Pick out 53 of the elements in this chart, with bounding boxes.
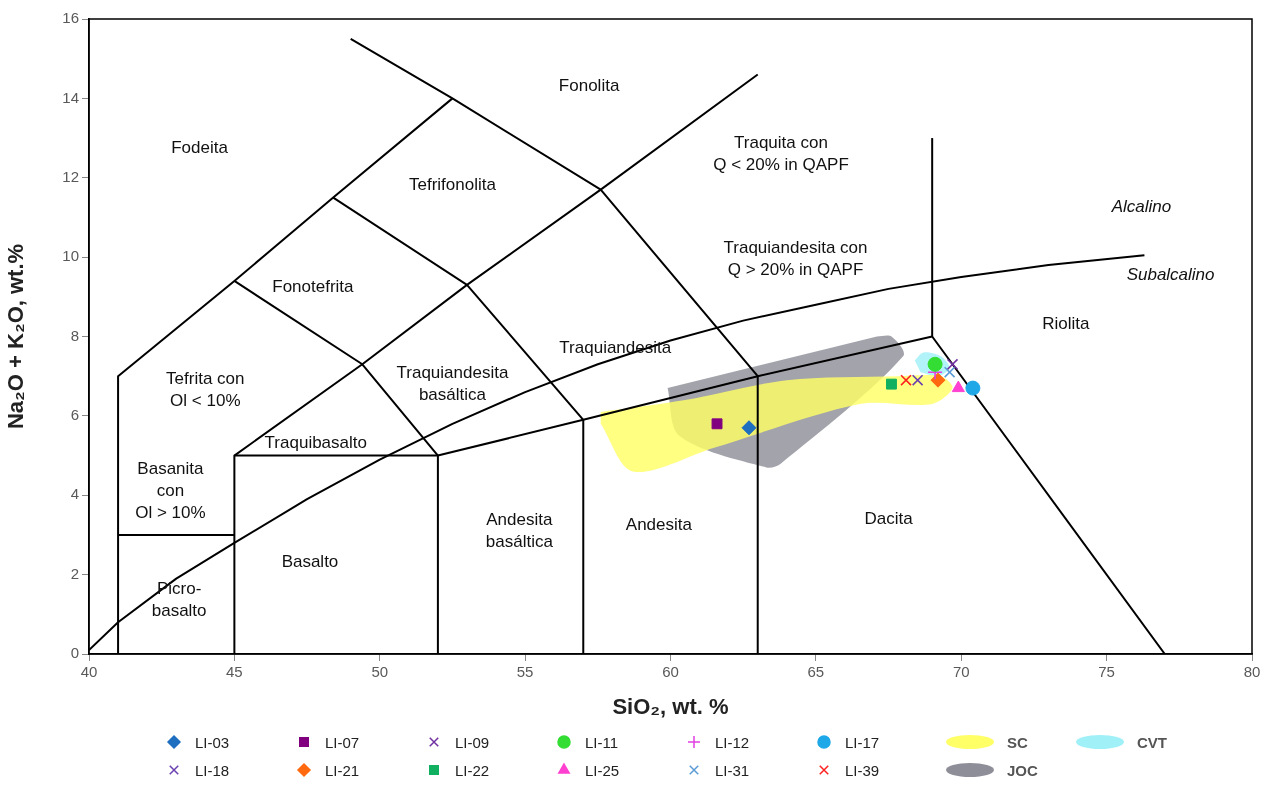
- annotation: Basanita con Ol > 10%: [135, 458, 206, 522]
- x-tick-label: 55: [516, 663, 534, 681]
- annotation: Andesita basáltica: [485, 509, 554, 551]
- annotation: Andesita: [625, 514, 693, 534]
- annotation: Picro- basalto: [151, 579, 207, 621]
- x-tick-label: 40: [80, 663, 98, 681]
- annotation: Subalcalino: [1126, 264, 1215, 284]
- y-tick-label: 4: [70, 485, 79, 503]
- y-tick-label: 14: [62, 88, 79, 106]
- legend-label: LI-12: [715, 733, 750, 751]
- legend-label: SC: [1007, 733, 1028, 751]
- x-tick-label: 60: [662, 663, 679, 681]
- annotation: Traquiandesita basáltica: [396, 362, 509, 404]
- y-tick-label: 0: [70, 644, 79, 662]
- annotation: Alcalino: [1110, 197, 1172, 217]
- legend-label: LI-03: [195, 733, 230, 751]
- annotation: Fodeita: [171, 137, 229, 157]
- x-tick-label: 80: [1243, 663, 1261, 681]
- y-tick-label: 16: [62, 9, 79, 27]
- annotation: Traquibasalto: [264, 433, 367, 453]
- legend-label: CVT: [1137, 733, 1167, 751]
- annotation: Basalto: [281, 552, 339, 572]
- annotation: Dacita: [864, 508, 914, 528]
- legend-label: LI-39: [845, 761, 880, 779]
- y-tick-label: 2: [70, 564, 79, 582]
- annotation: Tefrita con Ol < 10%: [166, 368, 245, 410]
- legend-label: JOC: [1007, 761, 1038, 779]
- annotation: Traquiandesita con Q > 20% in QAPF: [723, 237, 868, 279]
- legend-label: LI-21: [325, 761, 360, 779]
- y-tick-label: 10: [62, 247, 79, 265]
- legend-label: LI-07: [325, 733, 360, 751]
- annotation: Fonolita: [558, 76, 620, 96]
- x-tick-label: 75: [1098, 663, 1115, 681]
- annotation: Riolita: [1042, 314, 1091, 334]
- y-tick-label: 6: [70, 406, 79, 424]
- legend-label: LI-09: [455, 733, 490, 751]
- annotation: Traquita con Q < 20% in QAPF: [713, 132, 849, 174]
- annotation: Fonotefrita: [272, 276, 355, 296]
- annotation: Tefrifonolita: [408, 175, 497, 195]
- legend-label: LI-18: [195, 761, 230, 779]
- y-tick-label: 8: [70, 326, 79, 344]
- y-tick-label: 12: [62, 167, 79, 185]
- x-tick-label: 70: [952, 663, 970, 681]
- legend-label: LI-11: [585, 733, 619, 751]
- x-axis-title: SiO₂, wt. %: [612, 693, 729, 719]
- x-tick-label: 50: [371, 663, 389, 681]
- y-axis-title: Na₂O + K₂O, wt.%: [3, 243, 29, 430]
- legend-label: LI-25: [585, 761, 620, 779]
- x-tick-label: 65: [807, 663, 825, 681]
- x-tick-label: 45: [226, 663, 243, 681]
- legend-label: LI-17: [845, 733, 880, 751]
- legend-label: LI-22: [455, 761, 490, 779]
- legend-label: LI-31: [715, 761, 750, 779]
